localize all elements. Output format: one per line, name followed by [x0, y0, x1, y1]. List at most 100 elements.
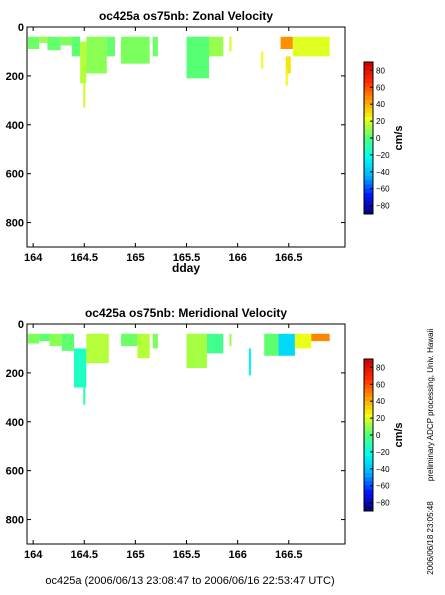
axes-frame — [26, 26, 346, 248]
data-cell — [292, 36, 330, 57]
colorbar-band — [364, 74, 373, 80]
colorbar-band — [364, 481, 373, 487]
colorbar-label: cm/s — [393, 422, 405, 447]
colorbar-band — [364, 456, 373, 461]
data-cell — [121, 36, 150, 64]
data-cell — [261, 51, 264, 69]
colorbar-band — [364, 502, 373, 508]
data-cell — [74, 348, 87, 388]
zonal-plot-area: 164 164.5 165 165.5 166 166.5 0 200 400 600 800 — [6, 22, 346, 264]
colorbar-band — [364, 489, 373, 495]
colorbar-band — [364, 87, 373, 93]
meridional-velocity-panel: oc425a os75nb: Meridional Velocity 164 16… — [6, 306, 405, 561]
colorbar-tick-label: 0 — [376, 134, 381, 143]
colorbar-band — [364, 367, 373, 373]
colorbar-band — [364, 163, 373, 169]
colorbar-band — [364, 371, 373, 377]
colorbar-band — [364, 380, 373, 385]
colorbar-band — [364, 180, 373, 185]
generation-timestamp: 2006/06/18 23:05:48 — [426, 501, 435, 575]
x-tick-label: 165 — [126, 252, 144, 264]
colorbar-band — [364, 138, 373, 143]
colorbar-band — [364, 439, 373, 444]
colorbar-tick-label: −80 — [376, 499, 390, 508]
data-cell — [80, 41, 87, 84]
colorbar-band — [364, 167, 373, 173]
colorbar-tick-label: 20 — [376, 414, 385, 423]
y-tick-label: 400 — [6, 417, 24, 429]
colorbar-tick-label: 40 — [376, 397, 385, 406]
colorbar-band — [364, 121, 373, 126]
data-cell — [206, 333, 224, 354]
data-cell — [248, 348, 251, 376]
colorbar-band — [364, 133, 373, 139]
data-cell — [83, 387, 86, 405]
x-tick-label: 166 — [228, 549, 246, 561]
colorbar-band — [364, 201, 373, 207]
colorbar-band — [364, 413, 373, 419]
colorbar-tick-label: −40 — [376, 168, 390, 177]
colorbar-band — [364, 468, 373, 474]
colorbar-band — [364, 171, 373, 177]
chart-title: oc425a os75nb: Meridional Velocity — [85, 306, 287, 320]
colorbar-tick-label: 80 — [376, 363, 385, 372]
data-cell — [229, 333, 232, 346]
data-cell — [285, 68, 288, 86]
colorbar-band — [364, 447, 373, 453]
colorbar-tick-label: 80 — [376, 66, 385, 75]
x-tick-label: 164.5 — [70, 252, 98, 264]
x-tick-label: 164.5 — [70, 549, 98, 561]
data-cell — [229, 36, 232, 52]
colorbar-tick-label: 60 — [376, 83, 385, 92]
colorbar-tick-label: −20 — [376, 448, 390, 457]
data-cell — [121, 333, 138, 346]
data-cell — [28, 36, 40, 49]
colorbar-band — [364, 451, 373, 457]
colorbar-tick-label: 0 — [376, 431, 381, 440]
y-tick-label: 600 — [6, 466, 24, 478]
data-cell — [71, 36, 81, 57]
zonal-velocity-panel: oc425a os75nb: Zonal Velocity 164 164.5 16… — [6, 9, 405, 275]
colorbar-band — [364, 142, 373, 147]
data-cell — [60, 36, 72, 46]
data-cell — [152, 36, 158, 57]
x-tick-label: 166.5 — [275, 252, 303, 264]
colorbar-band — [364, 112, 373, 118]
data-cell — [86, 333, 109, 364]
colorbar-band — [364, 91, 373, 97]
data-cell — [278, 333, 295, 356]
colorbar-band — [364, 375, 373, 381]
data-cell — [28, 333, 40, 344]
y-tick-label: 400 — [6, 120, 24, 132]
colorbar-band — [364, 209, 373, 215]
data-cell — [39, 36, 48, 43]
data-cell — [47, 36, 61, 51]
data-cell — [285, 56, 291, 74]
data-cell — [39, 333, 50, 342]
colorbar-band — [364, 154, 373, 160]
x-tick-label: 166 — [228, 252, 246, 264]
x-axis-label: dday — [172, 261, 200, 275]
data-cell — [86, 36, 107, 74]
x-tick-label: 165.5 — [173, 252, 201, 264]
data-cell — [186, 36, 210, 79]
x-tick-label: 165 — [126, 549, 144, 561]
colorbar-band — [364, 430, 373, 436]
colorbar-band — [364, 409, 373, 415]
colorbar-band — [364, 435, 373, 440]
data-cell — [294, 333, 312, 349]
colorbar-band — [364, 422, 373, 428]
colorbar-band — [364, 384, 373, 390]
y-tick-label: 600 — [6, 169, 24, 181]
x-tick-label: 164 — [24, 549, 43, 561]
colorbar-band — [364, 146, 373, 152]
y-tick-label: 0 — [18, 22, 24, 34]
colorbar-band — [364, 506, 373, 512]
colorbar-band — [364, 83, 373, 88]
y-tick-label: 800 — [6, 218, 24, 230]
colorbar-label: cm/s — [393, 125, 405, 150]
colorbar-band — [364, 418, 373, 423]
data-cell — [83, 83, 86, 108]
data-cell — [264, 333, 279, 356]
